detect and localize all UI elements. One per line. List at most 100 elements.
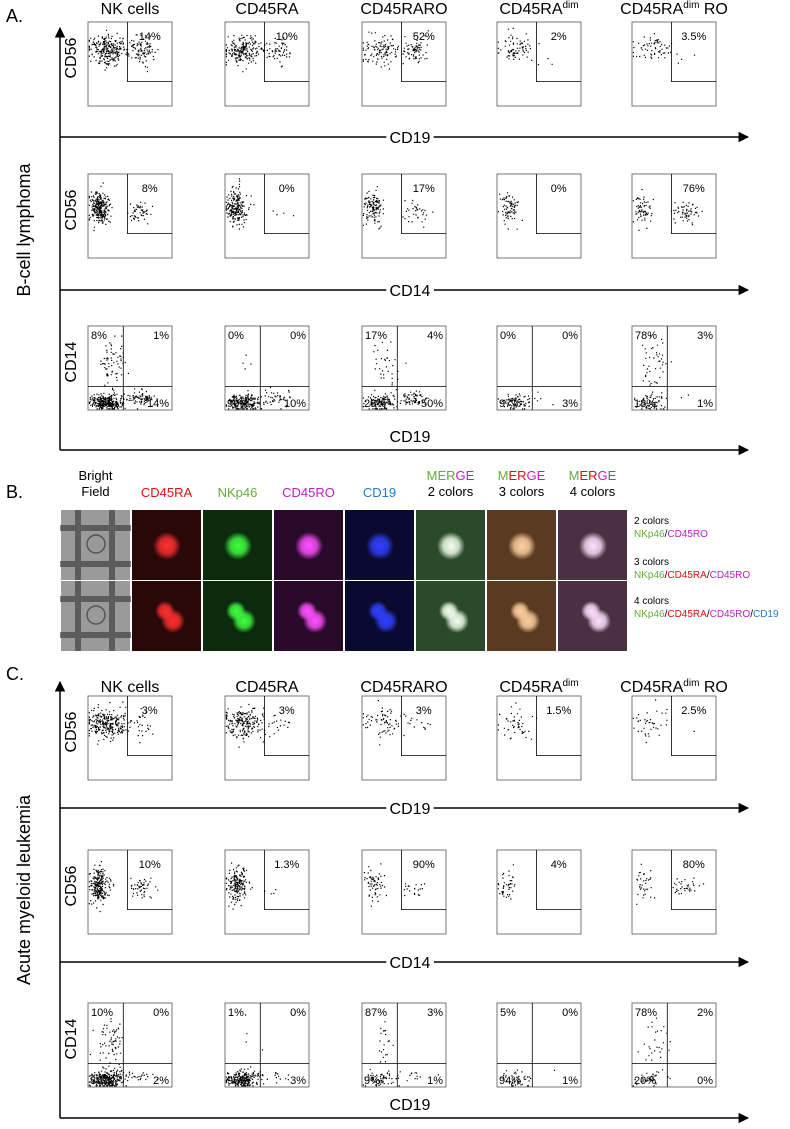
label-part: CD19 [753, 609, 779, 620]
quadrant-percent: 29% [364, 398, 386, 410]
label: CD45RO [282, 485, 335, 500]
cell-spot [224, 532, 252, 560]
quadrant-percent: 14% [147, 398, 169, 410]
quadrant-percent: 88% [90, 1075, 112, 1087]
legend-title: 3 colors [634, 557, 669, 568]
label-part: NKp46 [634, 570, 665, 581]
label-part: / [665, 529, 668, 540]
scatter-dots [88, 29, 159, 73]
label-part: GE [527, 468, 546, 483]
label: NKp46/CD45RA/CD45RO/CD19 [634, 609, 779, 620]
label-part: / [665, 570, 668, 581]
scatter-dots [225, 178, 295, 230]
gate-percent: 3% [416, 705, 432, 717]
legend-title: 4 colors [634, 596, 669, 607]
scatter-dots [225, 354, 291, 410]
column-header: CD45RARO [360, 679, 447, 696]
label: MERGE [427, 468, 475, 483]
header-sup: dim [563, 678, 579, 689]
header-suffix: RO [699, 679, 727, 696]
plot-frame [361, 1002, 447, 1088]
plot-frame [631, 695, 717, 781]
scatter-dots [497, 702, 538, 740]
gate [401, 696, 446, 757]
cell-spot [445, 609, 469, 633]
quadrant-lines [497, 1003, 581, 1087]
quadrant-percent: 0% [228, 330, 244, 342]
quadrant-percent: 90% [227, 398, 249, 410]
quadrant-percent: 10% [91, 1007, 113, 1019]
label-part: M [569, 468, 580, 483]
quadrant-percent: 18% [634, 398, 656, 410]
scatter-dots [632, 189, 703, 231]
label-part: 3 colors [499, 484, 545, 499]
x-axis-label: CD19 [390, 130, 431, 147]
quadrant-percent: 0% [290, 1007, 306, 1019]
cell-spot [295, 532, 323, 560]
gate [536, 850, 581, 911]
quadrant-lines [225, 326, 309, 410]
gate-percent: 0% [551, 183, 567, 195]
quadrant-lines [225, 1003, 309, 1087]
gate [536, 22, 581, 83]
gate [401, 850, 446, 911]
cell-spot [516, 609, 540, 633]
quadrant-percent: 3% [697, 330, 713, 342]
cell-spot [587, 609, 611, 633]
scatter-dots [362, 30, 429, 70]
column-header: CD45RA [235, 679, 298, 696]
micrograph [61, 581, 130, 651]
gate-percent: 14% [139, 31, 161, 43]
plot-frame [224, 325, 310, 411]
plot-frame [631, 325, 717, 411]
label-part: 4 colors [570, 484, 616, 499]
label-part: CD45RA [667, 570, 707, 581]
column-header: CD45RA [235, 1, 298, 18]
plot-frame [87, 325, 173, 411]
label-part: Field [81, 484, 109, 499]
label: 3 colors [499, 484, 545, 499]
label-part: / [707, 570, 710, 581]
quadrant-percent: 1% [228, 1007, 244, 1019]
panel-label: A. [6, 6, 23, 26]
gate [264, 850, 309, 911]
plot-frame [361, 849, 447, 935]
header-text: CD45RA [235, 1, 298, 18]
quadrant-percent: 96% [227, 1075, 249, 1087]
gate-percent: 10% [139, 859, 161, 871]
gate [671, 696, 716, 757]
header-text: CD45RA [235, 679, 298, 696]
quadrant-percent: 5% [500, 1007, 516, 1019]
panel-label: C. [6, 664, 24, 684]
label-part: CD45RA [667, 609, 707, 620]
gate [401, 22, 446, 83]
scatter-dots [497, 192, 523, 230]
x-axis-label: CD19 [390, 429, 431, 446]
label-part: NKp46 [218, 485, 258, 500]
header-text: CD45RA [620, 1, 683, 18]
plot-frame [631, 21, 717, 107]
label: Field [81, 484, 109, 499]
label-part: G [598, 468, 608, 483]
gate [671, 174, 716, 235]
x-axis-label: CD14 [390, 955, 431, 972]
y-axis-label: CD14 [63, 341, 80, 382]
label-part: CD45RO [710, 609, 751, 620]
gate [127, 22, 172, 83]
quadrant-percent: 4% [427, 330, 443, 342]
quadrant-percent: 3% [427, 1007, 443, 1019]
quadrant-lines [632, 326, 716, 410]
column-header: CD45RAdim RO [620, 678, 728, 696]
quadrant-lines [497, 326, 581, 410]
header-text: CD45RA [499, 1, 562, 18]
gate-percent: 80% [683, 859, 705, 871]
column-header: CD45RAdim RO [620, 0, 728, 18]
label-part: NKp46 [634, 609, 665, 620]
gate-percent: 90% [413, 859, 435, 871]
side-label: Acute myeloid leukemia [14, 794, 34, 985]
gate-percent: 1.5% [546, 705, 571, 717]
quadrant-percent: 1% [427, 1075, 443, 1087]
label-part: M [498, 468, 509, 483]
plot-frame [631, 1002, 717, 1088]
